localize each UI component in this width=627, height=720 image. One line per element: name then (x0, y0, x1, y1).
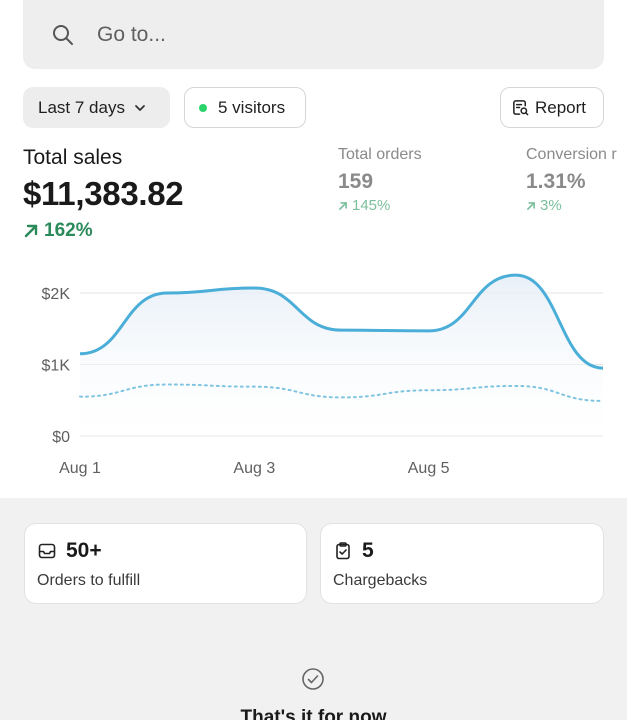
conversion-label: Conversion r (526, 146, 617, 163)
chargebacks-label: Chargebacks (333, 572, 428, 589)
check-circle-icon (302, 668, 324, 690)
y-tick-label: $0 (52, 429, 70, 446)
arrow-up-right-icon (527, 201, 535, 210)
conversion-delta-value: 3% (540, 197, 562, 214)
search-icon (53, 24, 73, 45)
orders-to-fulfill-card[interactable]: 50+ Orders to fulfill (24, 523, 307, 604)
conversion-delta: 3% (526, 197, 562, 214)
total-orders-label: Total orders (338, 146, 422, 163)
report-button[interactable]: Report (500, 87, 604, 128)
report-label: Report (535, 97, 587, 117)
x-tick-label: Aug 5 (408, 460, 450, 477)
date-range-label: Last 7 days (38, 97, 125, 117)
chargebacks-value: 5 (362, 539, 374, 562)
x-tick-label: Aug 1 (59, 460, 101, 477)
total-orders-delta: 145% (338, 197, 390, 214)
y-tick-label: $1K (42, 358, 71, 375)
sales-line-current (79, 273, 604, 370)
dashboard-top: Go to... Last 7 days 5 visitors Report T… (23, 0, 617, 477)
arrow-up-right-icon (24, 224, 38, 238)
x-tick-label: Aug 3 (233, 460, 275, 477)
orders-to-fulfill-value: 50+ (66, 539, 102, 562)
chargebacks-card[interactable]: 5 Chargebacks (320, 523, 604, 604)
search-placeholder: Go to... (97, 22, 166, 46)
total-sales-delta-value: 162% (44, 220, 93, 241)
total-orders-value: 159 (338, 170, 374, 193)
clipboard-check-icon (336, 542, 350, 560)
inbox-icon (38, 543, 56, 559)
y-tick-label: $2K (42, 286, 71, 303)
arrow-up-right-icon (339, 201, 347, 210)
empty-state-message: That's it for now (240, 707, 387, 720)
total-sales-delta: 162% (23, 220, 93, 242)
conversion-value: 1.31% (526, 170, 586, 193)
visitors-button[interactable]: 5 visitors (184, 87, 306, 128)
sales-area-fill (80, 275, 603, 436)
date-range-button[interactable]: Last 7 days (23, 87, 170, 128)
total-sales-value: $11,383.82 (23, 175, 184, 212)
live-dot-icon (199, 103, 207, 112)
sales-line-previous (79, 383, 604, 402)
total-sales-label: Total sales (23, 146, 123, 169)
orders-to-fulfill-label: Orders to fulfill (37, 572, 141, 589)
search-bar[interactable]: Go to... (23, 0, 604, 69)
chevron-down-icon (135, 104, 145, 111)
total-orders-delta-value: 145% (352, 197, 391, 214)
sales-chart: $2K $1K $0 Aug 1 Aug 3 Aug 5 (42, 273, 604, 477)
visitors-label: 5 visitors (218, 97, 286, 117)
report-icon (513, 100, 529, 116)
